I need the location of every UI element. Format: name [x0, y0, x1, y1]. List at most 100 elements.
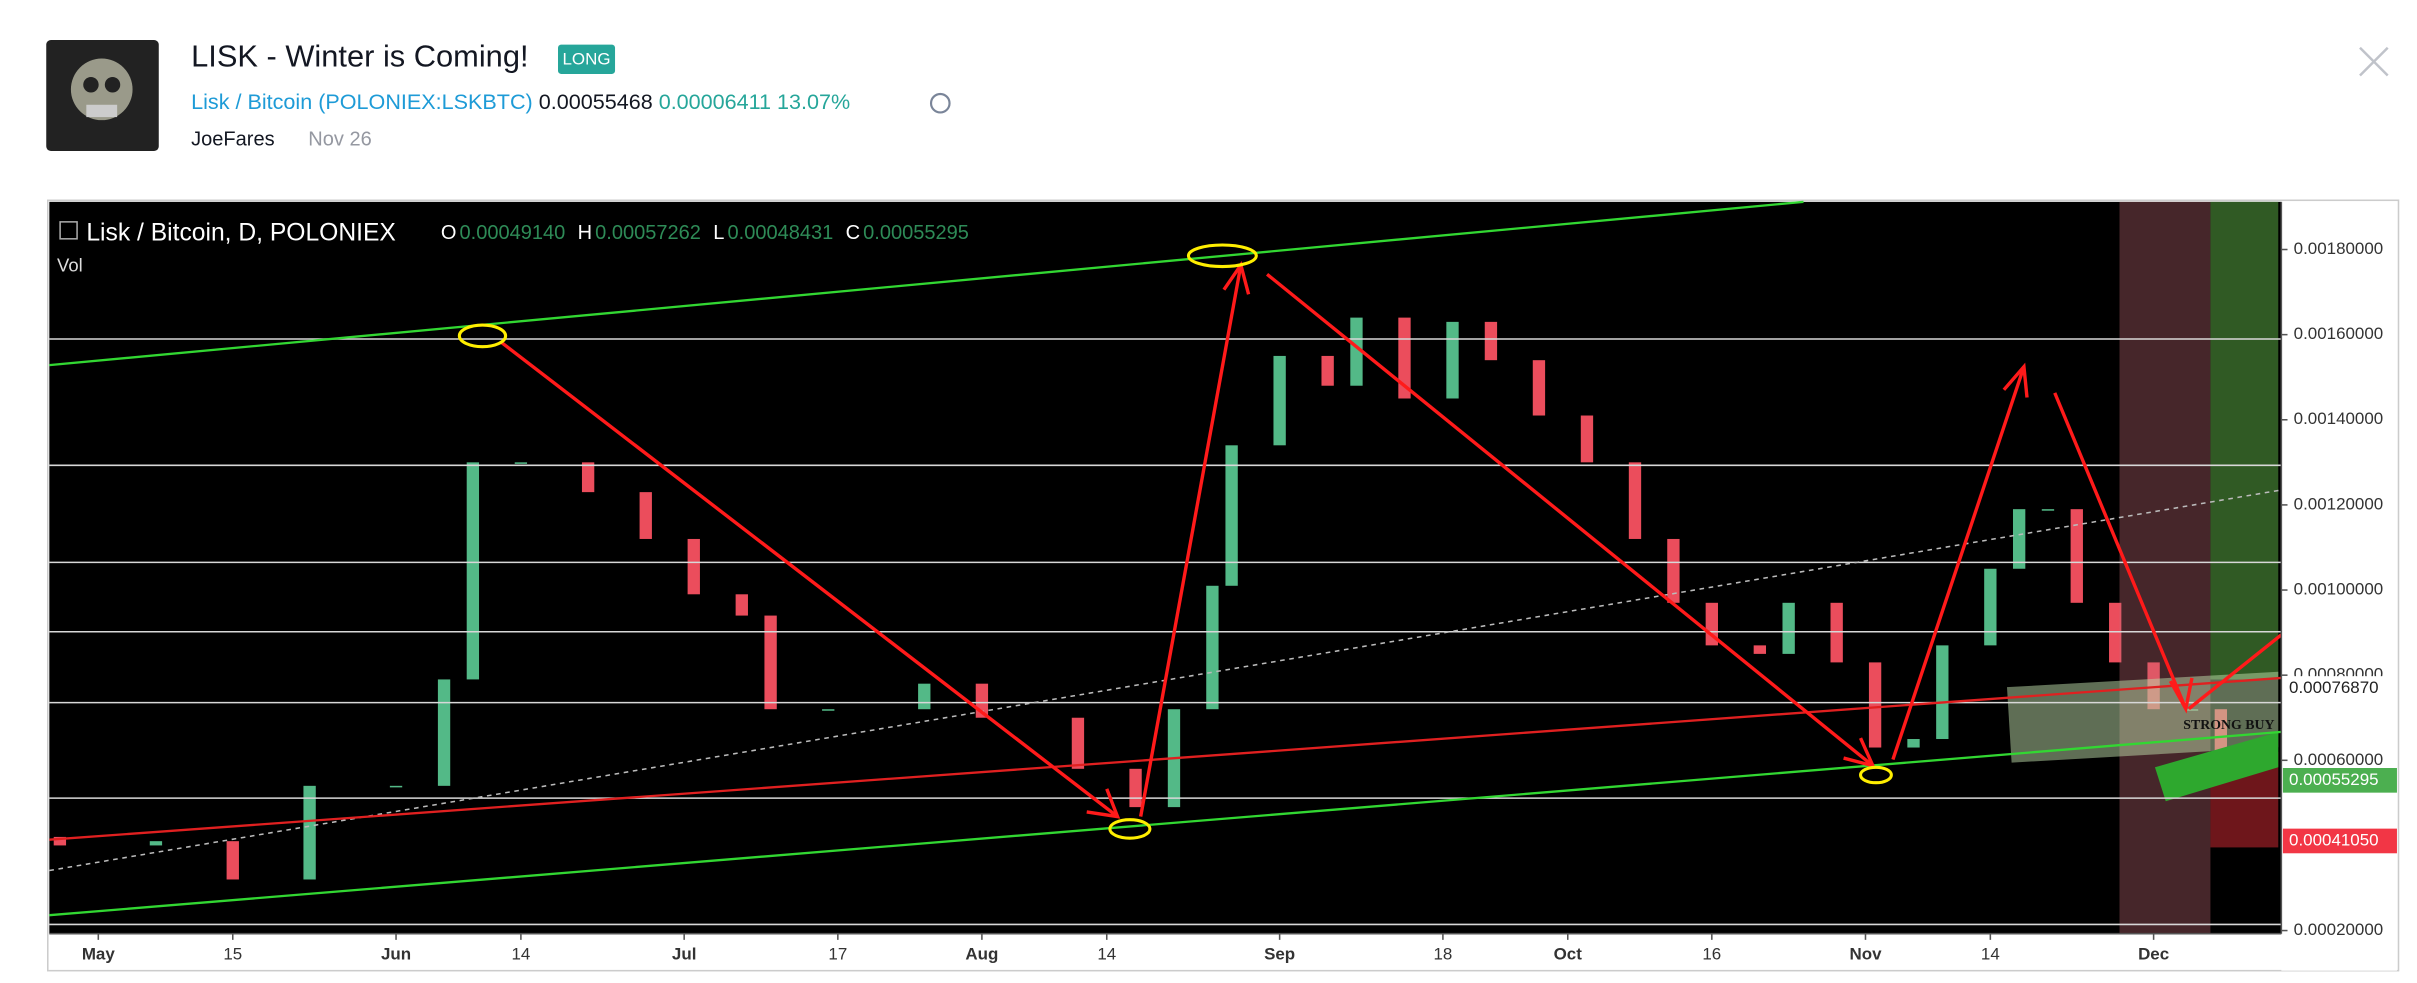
red-trend	[49, 676, 2282, 841]
price-label: 0.00055295	[2289, 770, 2379, 789]
x-tick-label: 14	[1981, 945, 2000, 964]
arrow	[499, 340, 1119, 818]
x-tick-label: Oct	[1554, 945, 1583, 964]
candle	[1782, 602, 1795, 654]
plot	[53, 317, 2228, 880]
zone-red	[2119, 201, 2211, 934]
candle	[1830, 602, 1843, 663]
candle	[1984, 568, 1997, 646]
y-tick-label: 0.00060000	[2294, 750, 2384, 769]
candle	[1225, 445, 1238, 586]
candle	[1071, 717, 1085, 769]
idea-title: LISK - Winter is Coming!	[191, 39, 528, 74]
alert-icon[interactable]	[929, 92, 951, 114]
arrow	[2053, 392, 2188, 710]
price-label: 0.00076870	[2289, 678, 2379, 697]
candle	[1273, 355, 1286, 446]
y-tick-label: 0.00120000	[2294, 494, 2384, 513]
candle	[1868, 662, 1882, 748]
candle	[1350, 317, 1363, 386]
ohlc-key: L	[713, 222, 724, 244]
candle	[303, 785, 316, 880]
ohlc-key: O	[441, 222, 457, 244]
collapse-icon[interactable]	[59, 221, 78, 240]
x-tick-label: 14	[1097, 945, 1116, 964]
drawings: STRONG BUY	[49, 200, 2283, 934]
ohlc-value: 0.00057262	[595, 222, 701, 244]
x-tick-label: May	[82, 945, 116, 964]
price-label: 0.00041050	[2289, 830, 2379, 849]
marker	[1186, 243, 1258, 269]
ohlc-key: C	[846, 222, 860, 244]
candle	[918, 683, 931, 710]
badge: LONG	[563, 50, 611, 69]
x-tick-label: Aug	[965, 945, 998, 964]
arrows	[499, 261, 2283, 819]
channel-bottom	[49, 730, 2282, 917]
x-tick-label: 15	[223, 945, 242, 964]
candle	[1398, 317, 1411, 399]
avatar-eye	[83, 77, 99, 93]
change-percent: 13.07%	[777, 89, 850, 114]
marker	[1108, 818, 1152, 840]
price-label-bg	[2282, 767, 2397, 793]
candle	[514, 462, 528, 464]
arrow	[2187, 633, 2283, 711]
candle	[1129, 768, 1142, 808]
y-tick-label: 0.00180000	[2294, 239, 2384, 258]
candle	[2109, 602, 2122, 663]
close-button[interactable]	[2359, 46, 2389, 77]
ohlc-legend: O 0.00049140 H 0.00057262 L 0.00048431 C 0.0005…	[441, 222, 969, 244]
candle	[822, 709, 835, 711]
position-box	[2006, 671, 2279, 763]
x-tick-label: 16	[1702, 945, 1721, 964]
candle	[1628, 462, 1642, 539]
candle	[437, 679, 451, 786]
annotation: STRONG BUY	[2183, 717, 2274, 732]
candle	[1580, 415, 1594, 463]
y-tick-label: 0.00100000	[2294, 580, 2384, 599]
change: 0.00006411	[659, 89, 771, 114]
arrow-head	[2002, 362, 2029, 398]
candle	[1484, 321, 1498, 361]
y-tick-label: 0.00020000	[2294, 920, 2384, 939]
symbol-line: Lisk / Bitcoin (POLONIEX:LSKBTC) 0.00055…	[191, 89, 850, 114]
candle	[2070, 509, 2083, 603]
alert-circle	[929, 92, 951, 114]
x-tick-label: 17	[828, 945, 847, 964]
ohlc-key: H	[578, 222, 592, 244]
candle	[1532, 360, 1546, 416]
arrow	[1266, 272, 1874, 768]
axes: 0.00180000 0.00160000 0.00140000 0.00120000…	[49, 201, 2397, 971]
marker	[457, 323, 508, 349]
candle	[389, 785, 403, 788]
date: Nov 26	[308, 129, 371, 151]
avatar[interactable]	[46, 40, 159, 151]
badge-bg	[558, 44, 616, 74]
author[interactable]: JoeFares	[191, 129, 274, 151]
arrow-head	[2168, 677, 2194, 714]
arrow	[1139, 264, 1243, 817]
candle	[735, 594, 748, 616]
candle	[149, 841, 163, 846]
x-tick-label: 14	[511, 945, 530, 964]
ohlc-value: 0.00049140	[460, 222, 566, 244]
candle	[1667, 538, 1680, 603]
x-tick-label: Jun	[381, 945, 411, 964]
symbol[interactable]: (POLONIEX:LSKBTC)	[318, 89, 533, 114]
close-stroke	[2359, 46, 2389, 77]
x-tick-label: Sep	[1264, 945, 1295, 964]
levels	[49, 338, 2282, 926]
candle	[1206, 585, 1219, 710]
symbol-name[interactable]: Lisk / Bitcoin	[191, 89, 312, 114]
marker	[1858, 765, 1893, 785]
y-tick-label: 0.00140000	[2294, 409, 2384, 428]
candle	[1321, 355, 1334, 386]
candle	[226, 841, 239, 880]
arrow	[1891, 366, 2026, 761]
zone-green	[2210, 201, 2279, 680]
candle	[2012, 509, 2026, 569]
arrow-head	[1086, 788, 1121, 819]
